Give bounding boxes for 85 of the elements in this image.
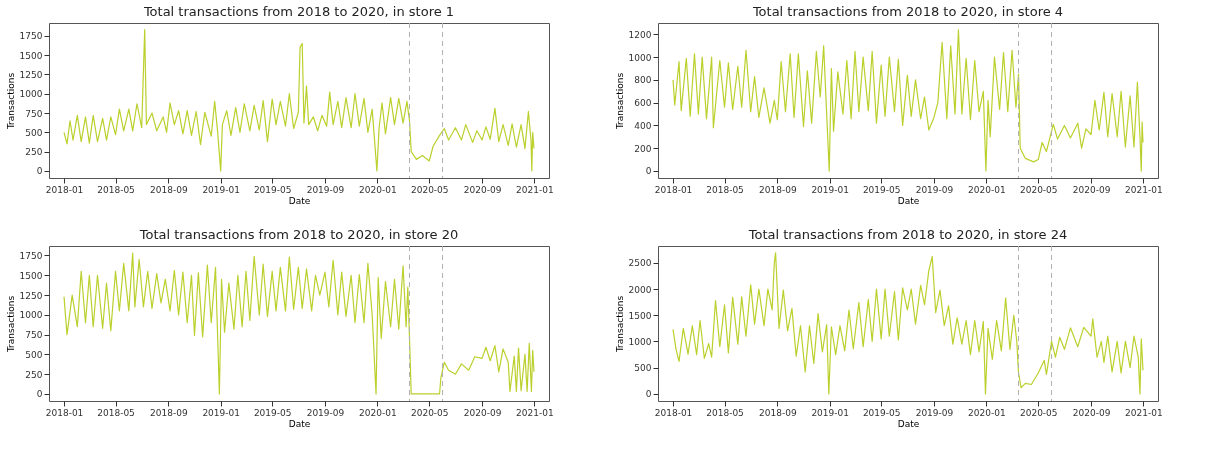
y-tick-label: 1250 [19,290,43,301]
y-tick-label: 1000 [628,336,652,347]
x-tick-label: 2018-09 [759,407,797,418]
x-tick-label: 2019-05 [253,407,292,418]
y-tick-label: 1750 [19,31,43,42]
y-axis-title: Transactions [5,295,16,354]
x-axis-title: Date [897,418,920,429]
y-tick-label: 800 [634,75,652,86]
y-tick-label: 500 [634,363,652,374]
x-tick-label: 2020-01 [968,407,1006,418]
y-tick-label: 750 [25,108,43,119]
y-tick-label: 0 [645,389,652,400]
y-tick-label: 250 [25,369,43,380]
x-axis-title: Date [897,195,920,206]
x-tick-label: 2018-05 [706,184,744,195]
y-tick-label: 250 [25,147,43,158]
x-tick-label: 2020-05 [1019,407,1058,418]
x-tick-label: 2019-09 [915,407,954,418]
y-axis-title: Transactions [614,72,625,131]
x-tick-label: 2019-01 [202,407,240,418]
x-tick-label: 2020-01 [968,184,1006,195]
x-tick-label: 2020-09 [463,184,502,195]
y-tick-label: 600 [634,98,652,109]
x-tick-label: 2021-01 [516,407,554,418]
y-tick-label: 1000 [628,52,652,63]
y-tick-label: 1200 [628,29,652,40]
y-tick-label: 0 [36,166,43,177]
x-tick-label: 2020-05 [410,184,449,195]
x-tick-label: 2018-09 [150,407,188,418]
y-tick-label: 0 [36,389,43,400]
y-tick-label: 1500 [19,50,43,61]
x-tick-label: 2018-05 [706,407,744,418]
x-tick-label: 2021-01 [516,184,554,195]
x-tick-label: 2019-09 [915,184,954,195]
x-tick-label: 2019-05 [862,184,901,195]
y-tick-label: 1000 [19,310,43,321]
x-axis-title: Date [288,418,311,429]
y-tick-label: 1500 [19,270,43,281]
y-tick-label: 200 [634,143,652,154]
y-tick-label: 1000 [19,89,43,100]
x-tick-label: 2020-01 [359,407,397,418]
x-tick-label: 2019-05 [253,184,292,195]
x-tick-label: 2018-05 [97,407,135,418]
x-tick-label: 2019-09 [306,407,345,418]
x-tick-label: 2019-05 [862,407,901,418]
y-tick-label: 500 [25,127,43,138]
y-tick-label: 2000 [628,284,652,295]
chart-title: Total transactions from 2018 to 2020, in store 24 [747,226,1068,242]
chart-title: Total transactions from 2018 to 2020, in store 4 [751,3,1064,19]
y-tick-label: 2500 [628,258,652,269]
line-series [63,252,535,395]
y-tick-label: 1750 [19,250,43,261]
x-tick-label: 2020-09 [1072,407,1111,418]
x-tick-label: 2019-01 [202,184,240,195]
x-tick-label: 2019-01 [811,184,849,195]
x-tick-label: 2018-05 [97,184,135,195]
y-axis-title: Transactions [5,72,16,131]
y-tick-label: 500 [25,349,43,360]
x-tick-label: 2020-01 [359,184,397,195]
y-tick-label: 400 [634,120,652,131]
x-tick-label: 2020-05 [1019,184,1058,195]
x-tick-label: 2018-01 [45,184,84,195]
x-tick-label: 2019-01 [811,407,849,418]
x-axis-title: Date [288,195,311,206]
x-tick-label: 2018-01 [654,407,693,418]
x-tick-label: 2018-09 [759,184,797,195]
y-axis-title: Transactions [614,295,625,354]
x-tick-label: 2019-09 [306,184,345,195]
chart-title: Total transactions from 2018 to 2020, in store 20 [138,226,459,242]
line-series [672,252,1144,395]
x-tick-label: 2018-01 [654,184,693,195]
y-tick-label: 0 [645,166,652,177]
x-tick-label: 2020-09 [463,407,502,418]
x-tick-label: 2021-01 [1125,407,1163,418]
chart-title: Total transactions from 2018 to 2020, in store 1 [142,3,455,19]
y-tick-label: 1250 [19,69,43,80]
line-series [672,29,1144,172]
x-tick-label: 2020-05 [410,407,449,418]
x-tick-label: 2021-01 [1125,184,1163,195]
y-tick-label: 1500 [628,310,652,321]
line-series [63,28,535,172]
x-tick-label: 2018-01 [45,407,84,418]
x-tick-label: 2020-09 [1072,184,1111,195]
x-tick-label: 2018-09 [150,184,188,195]
y-tick-label: 750 [25,330,43,341]
